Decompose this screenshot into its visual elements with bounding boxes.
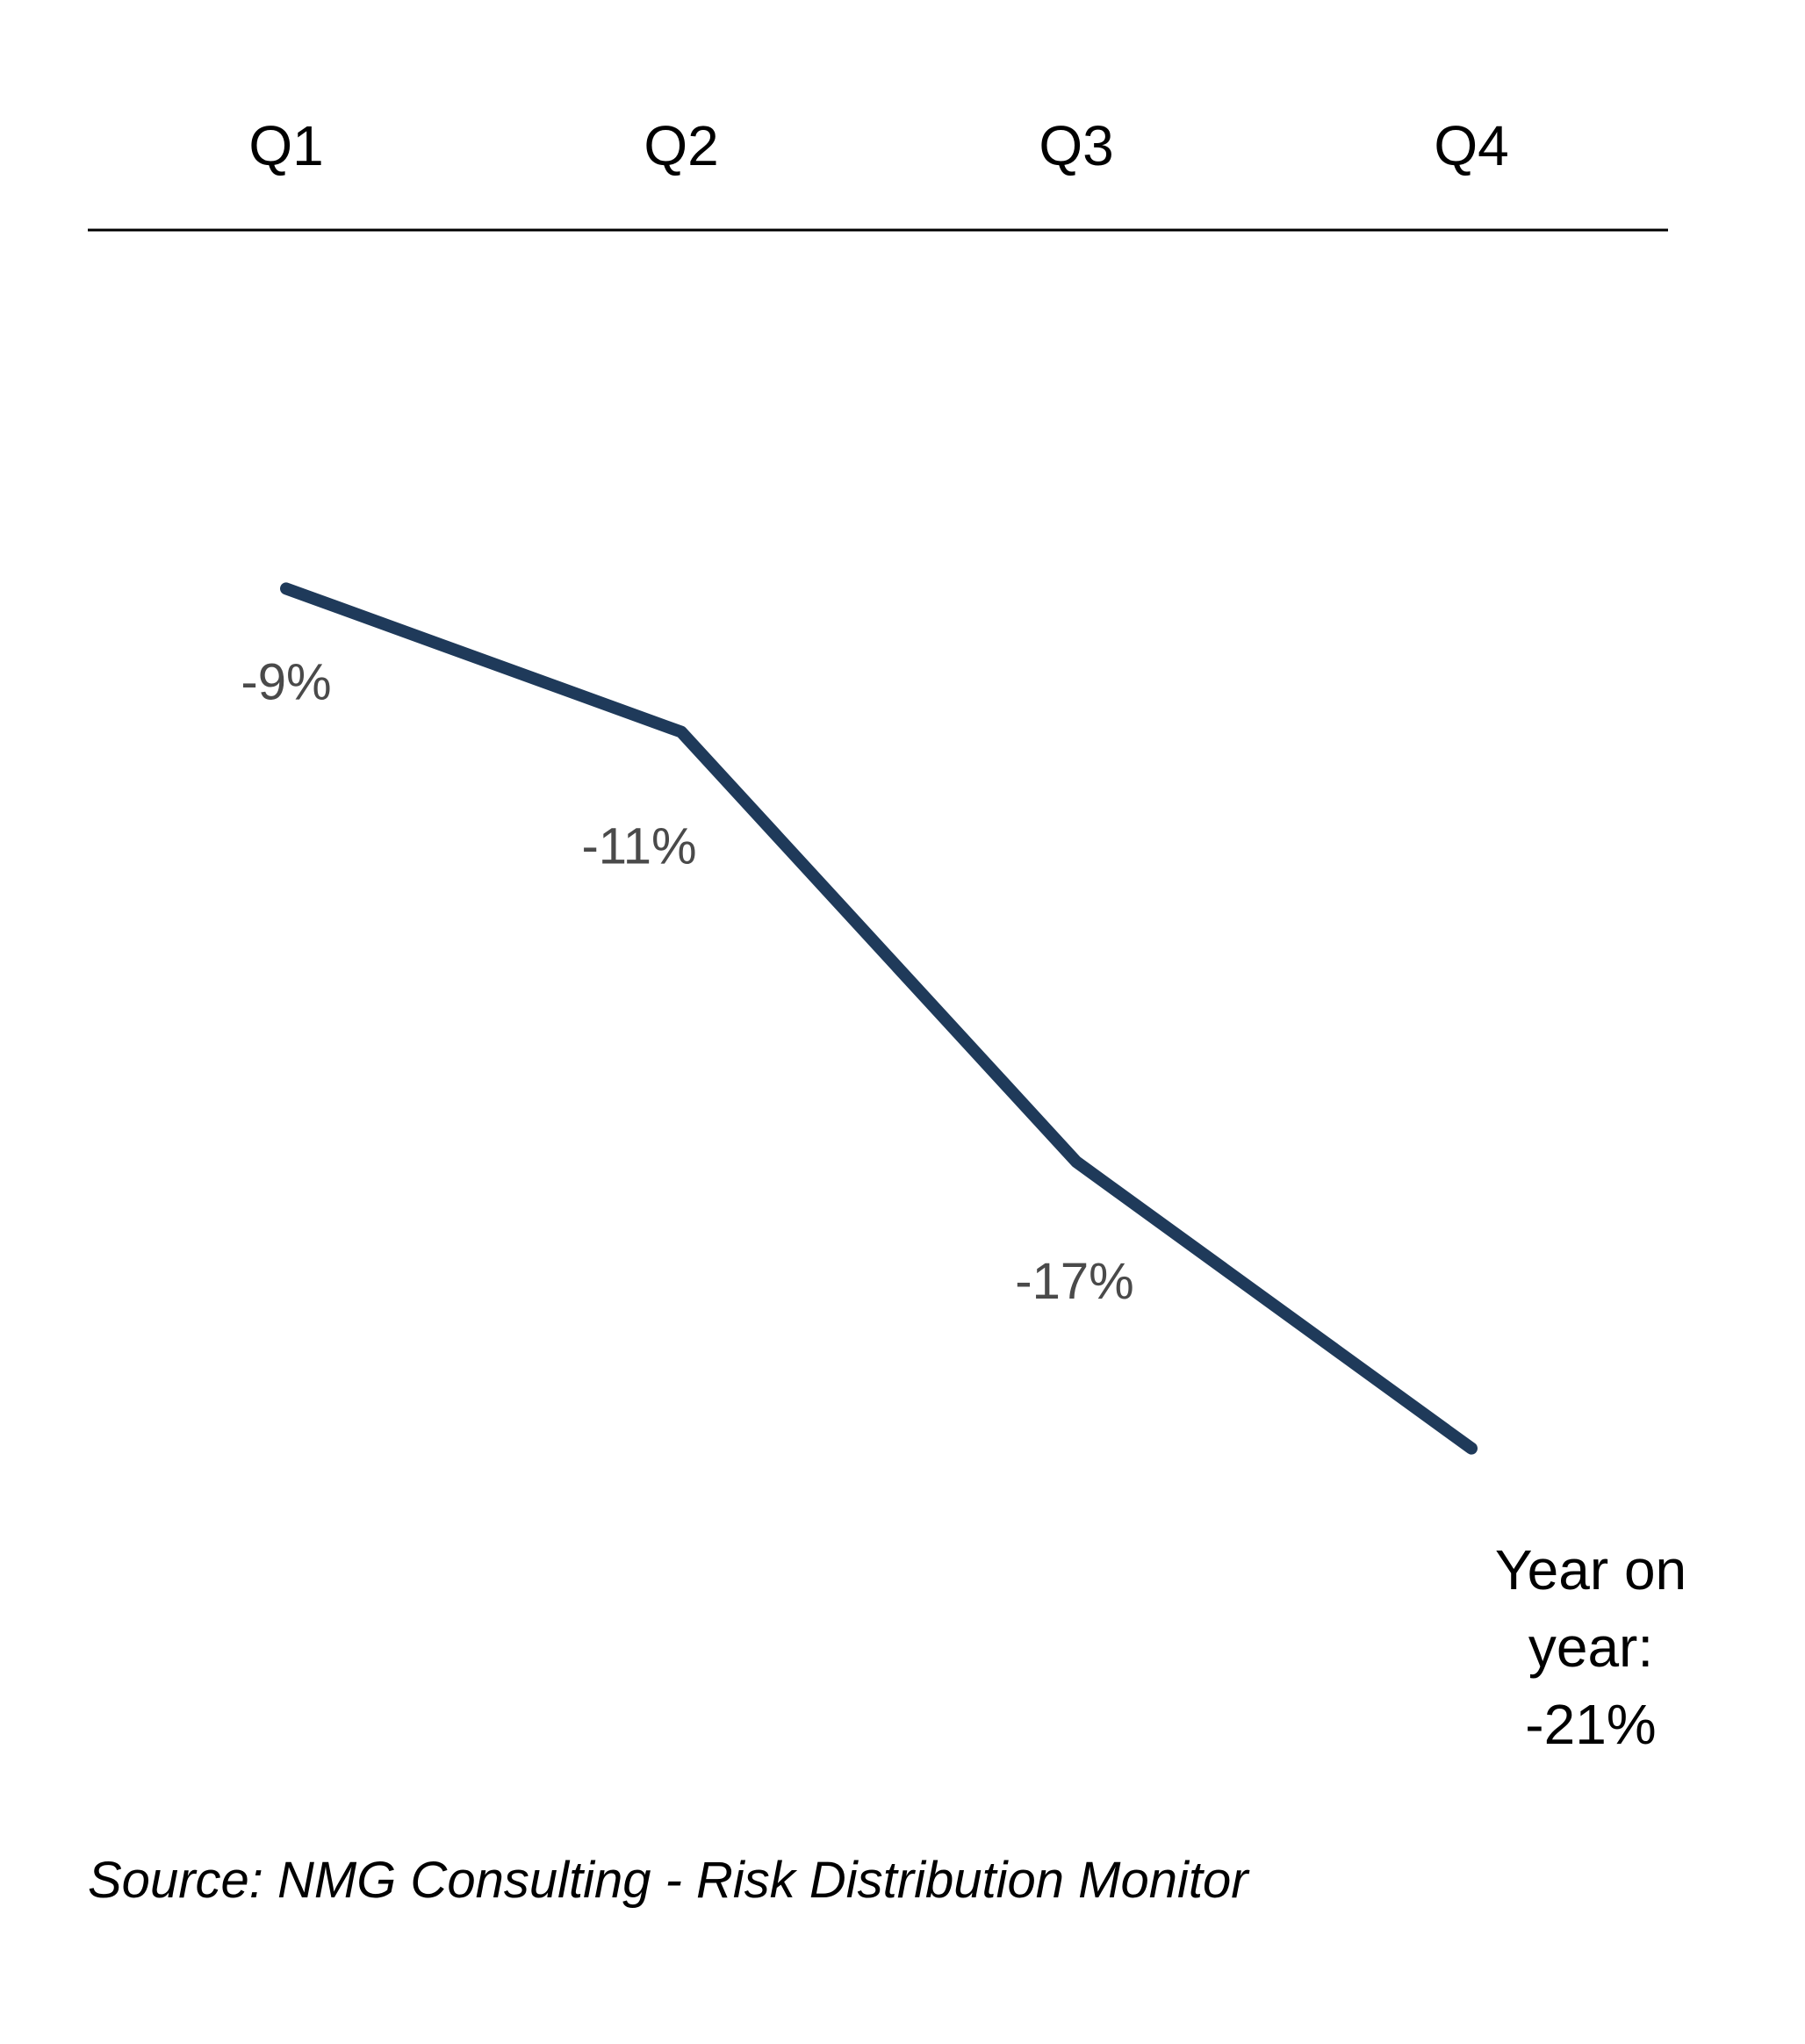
data-label-q2: -11% [581, 818, 696, 875]
year-on-year-annotation: Year on year: -21% [1495, 1538, 1686, 1756]
source-note: Source: NMG Consulting - Risk Distributi… [88, 1852, 1248, 1909]
data-label-q3: -17% [1015, 1253, 1133, 1310]
series-line [280, 582, 1478, 1455]
annotation-line-2: year: [1528, 1616, 1653, 1679]
data-label-q1: -9% [241, 653, 331, 710]
data-labels: -9% -11% -17% [241, 653, 1133, 1310]
annotation-line-1: Year on [1495, 1538, 1686, 1601]
annotation-line-3: -21% [1525, 1693, 1656, 1756]
category-label-q4: Q4 [1434, 114, 1508, 177]
category-label-q2: Q2 [644, 114, 718, 177]
category-label-q1: Q1 [248, 114, 323, 177]
category-labels: Q1 Q2 Q3 Q4 [248, 114, 1508, 177]
category-label-q3: Q3 [1039, 114, 1113, 177]
